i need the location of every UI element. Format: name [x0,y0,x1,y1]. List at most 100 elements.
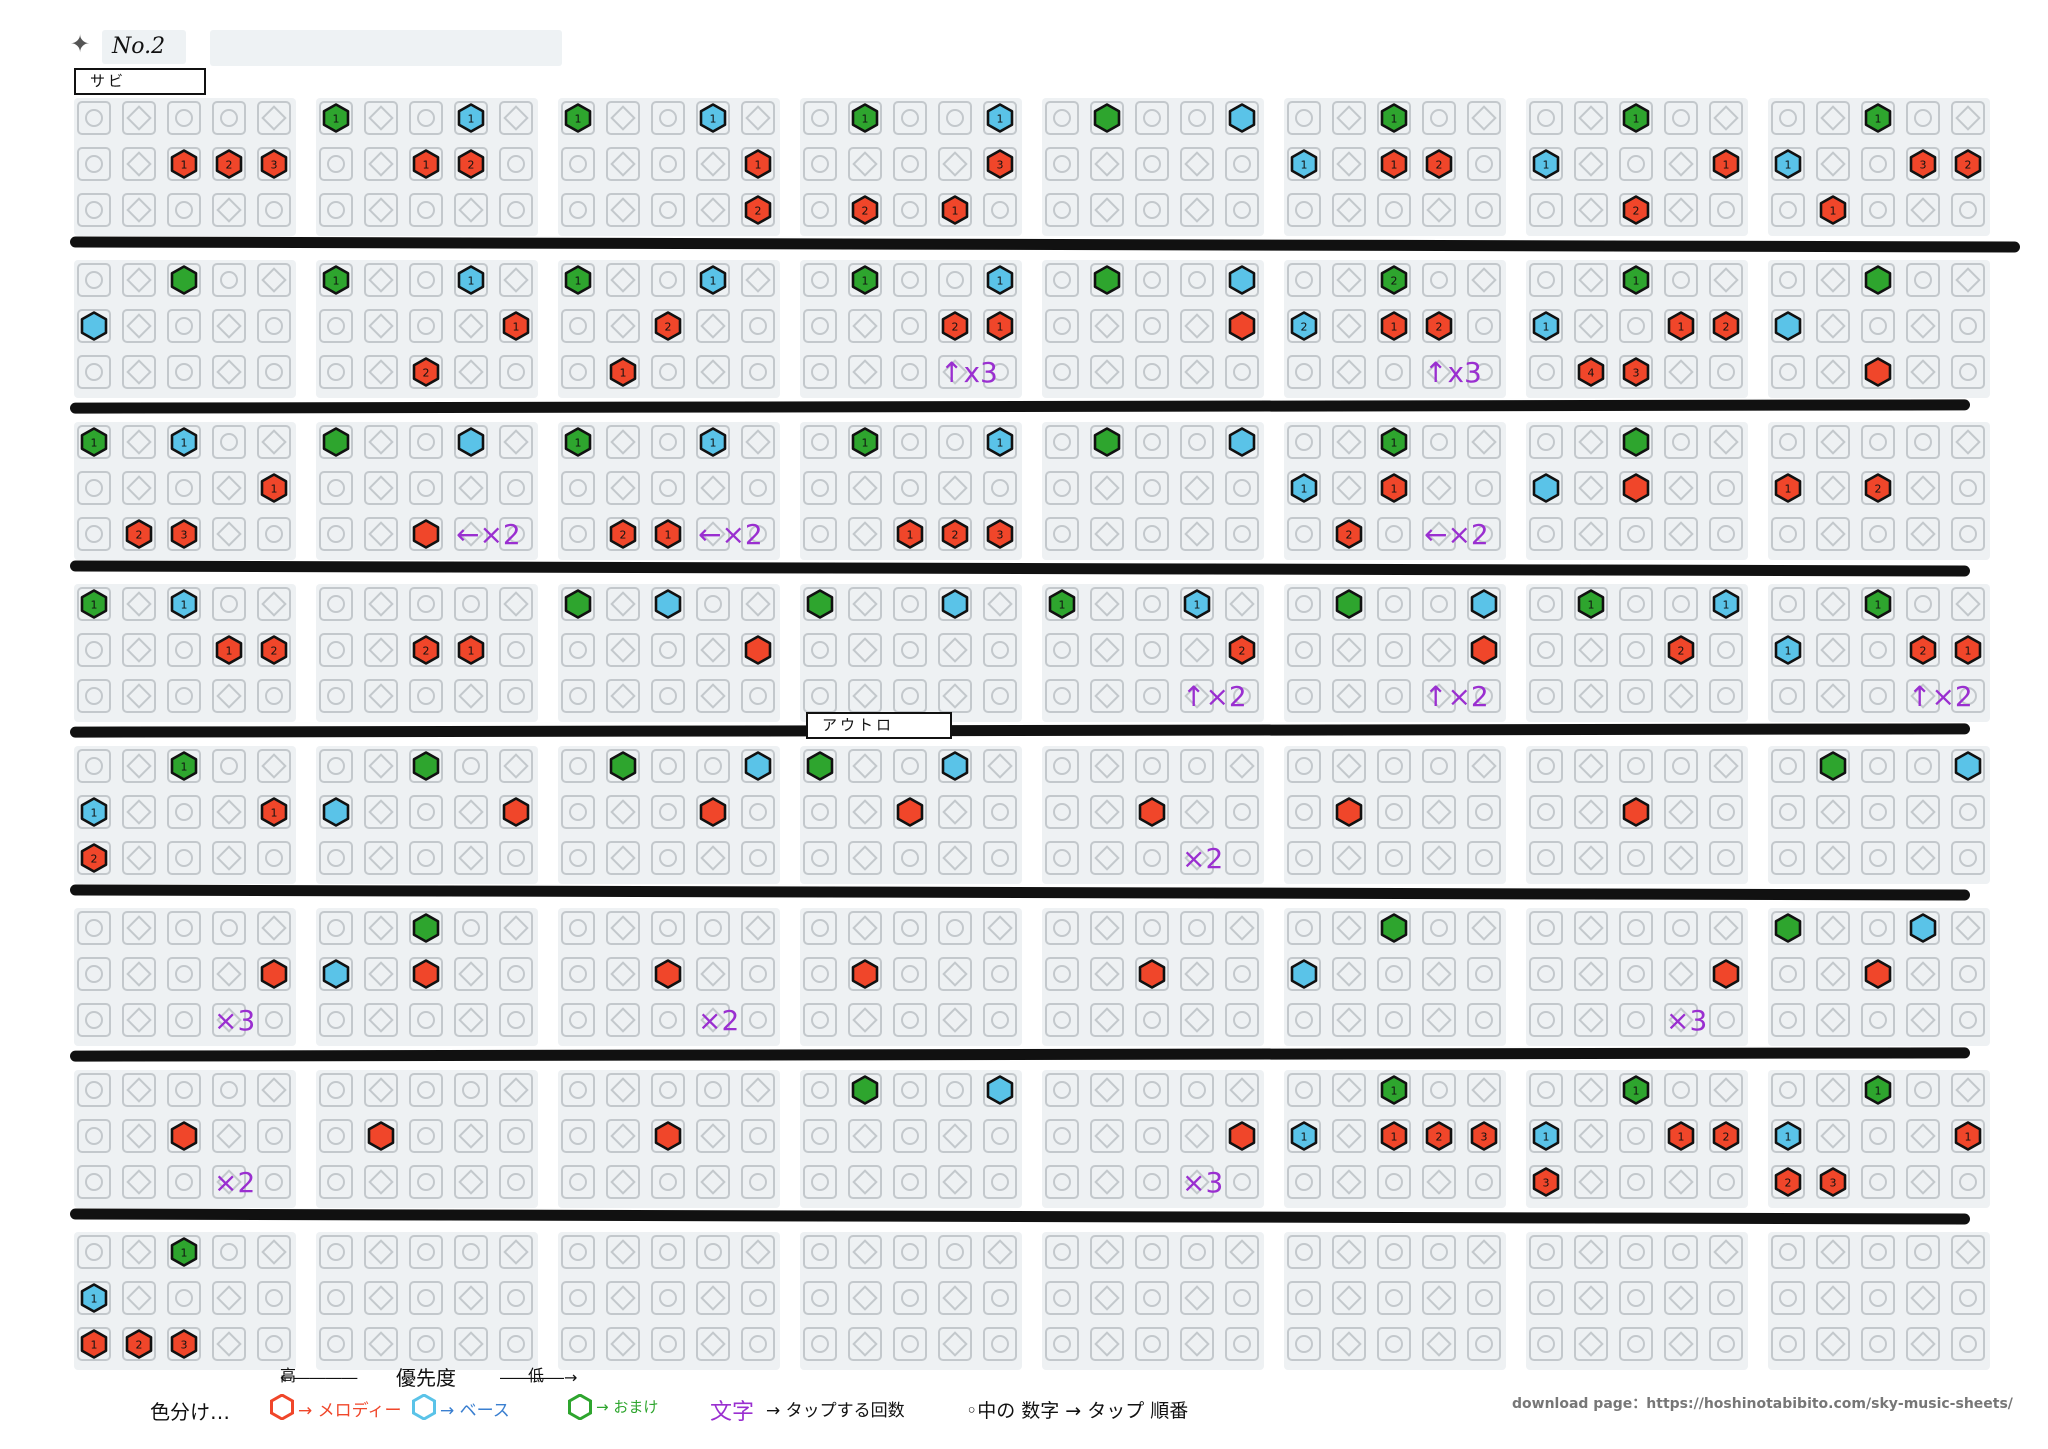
key-cell [1180,795,1214,829]
key-cell [1861,1327,1895,1361]
key-cell [1709,471,1743,505]
key-cell [1529,101,1563,135]
key-cell [651,1073,685,1107]
key-cell [1906,1235,1940,1269]
diamond-key-icon [458,1007,484,1033]
bass-note-hexagon-icon [986,1075,1014,1105]
diamond-key-icon [1820,1239,1846,1265]
key-cell [212,749,246,783]
key-cell [499,101,533,135]
diamond-key-icon [610,475,636,501]
svg-text:2: 2 [136,1339,143,1352]
circle-key-icon [1143,1011,1161,1029]
key-cell [561,633,595,667]
key-cell [1090,309,1124,343]
note-grid [800,1070,1022,1208]
circle-key-icon [220,757,238,775]
key-cell [1467,1073,1501,1107]
diamond-key-icon [1094,1123,1120,1149]
circle-key-icon [417,803,435,821]
circle-key-icon [901,1289,919,1307]
key-cell [1574,1165,1608,1199]
key-cell [1422,1235,1456,1269]
circle-key-icon [417,433,435,451]
circle-key-icon [327,641,345,659]
svg-text:2: 2 [1391,275,1398,288]
circle-key-icon [811,201,829,219]
circle-key-icon [901,363,919,381]
melody-note-hexagon-icon: 2 [260,635,288,665]
key-cell [454,517,488,551]
accent-note-hexagon-icon: 1 [170,1237,198,1267]
key-cell [651,795,685,829]
key-cell [1906,1119,1940,1153]
key-cell [1529,1073,1563,1107]
key-cell [499,193,533,227]
diamond-key-icon [126,799,152,825]
key-cell [983,957,1017,991]
circle-key-icon [1053,479,1071,497]
note-grid [1284,1232,1506,1370]
diamond-key-icon [261,105,287,131]
diamond-key-icon [610,429,636,455]
svg-text:2: 2 [1678,645,1685,658]
note-grid [1042,422,1264,560]
key-cell [741,1119,775,1153]
circle-key-icon [1537,271,1555,289]
circle-key-icon [1869,757,1887,775]
diamond-key-icon [700,1285,726,1311]
circle-key-icon [1914,1243,1932,1261]
key-cell [803,263,837,297]
key-cell [409,795,443,829]
diamond-key-icon [1094,197,1120,223]
key-cell [1816,101,1850,135]
bass-note-hexagon-icon: 1 [170,589,198,619]
svg-text:1: 1 [226,645,233,658]
key-cell [803,1003,837,1037]
svg-text:1: 1 [91,1293,98,1306]
legend-tap-count-example: 文字 [710,1400,755,1425]
diamond-key-icon [368,429,394,455]
circle-key-icon [1672,1243,1690,1261]
key-cell [1287,101,1321,135]
circle-key-icon [265,1289,283,1307]
circle-key-icon [811,1081,829,1099]
key-cell [167,101,201,135]
diamond-key-icon [1910,197,1936,223]
diamond-key-icon [852,1007,878,1033]
key-cell [1709,425,1743,459]
diamond-key-icon [1336,915,1362,941]
key-cell [1422,795,1456,829]
key-cell [212,1119,246,1153]
key-cell [409,1165,443,1199]
circle-key-icon [1188,1243,1206,1261]
key-cell [1422,1073,1456,1107]
key-cell [319,1073,353,1107]
key-cell [167,957,201,991]
svg-text:3: 3 [181,1339,188,1352]
diamond-key-icon [852,637,878,663]
key-cell [1529,587,1563,621]
key-cell [983,795,1017,829]
key-cell [212,1235,246,1269]
circle-key-icon [569,201,587,219]
key-cell [1574,517,1608,551]
key-cell [848,587,882,621]
key-cell [1574,101,1608,135]
key-cell [257,425,291,459]
key-cell [1135,517,1169,551]
key-cell [1619,309,1653,343]
svg-text:3: 3 [1481,1131,1488,1144]
key-cell [319,633,353,667]
key-cell [364,587,398,621]
diamond-key-icon [368,915,394,941]
key-cell [1377,749,1411,783]
key-cell [1287,911,1321,945]
diamond-key-icon [503,105,529,131]
circle-key-icon [1779,433,1797,451]
key-cell [696,1119,730,1153]
diamond-key-icon [852,753,878,779]
circle-key-icon [85,1173,103,1191]
